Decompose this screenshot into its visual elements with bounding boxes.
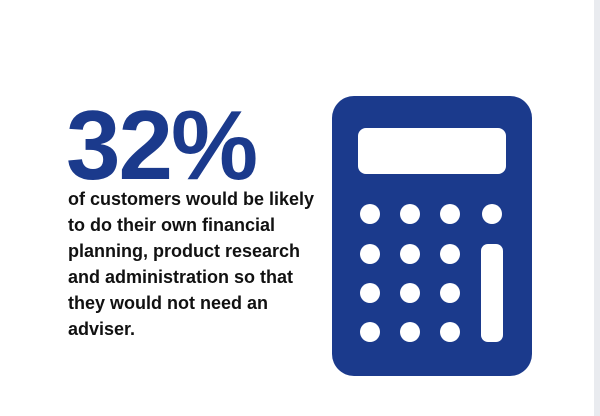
calculator-icon	[332, 96, 532, 376]
right-edge-strip	[594, 0, 600, 416]
calculator-display	[358, 128, 506, 174]
calculator-key	[440, 244, 460, 264]
calculator-tall-key	[481, 244, 503, 342]
calculator-key	[360, 322, 380, 342]
calculator-key	[482, 204, 502, 224]
calculator-key	[400, 204, 420, 224]
calculator-key	[360, 204, 380, 224]
calculator-key	[440, 322, 460, 342]
stat-percentage: 32%	[66, 90, 258, 200]
calculator-key	[440, 204, 460, 224]
calculator-key	[400, 283, 420, 303]
calculator-key	[440, 283, 460, 303]
calculator-key	[360, 283, 380, 303]
calculator-key	[400, 322, 420, 342]
calculator-key	[360, 244, 380, 264]
calculator-key	[400, 244, 420, 264]
stat-description: of customers would be likely to do their…	[68, 189, 315, 339]
